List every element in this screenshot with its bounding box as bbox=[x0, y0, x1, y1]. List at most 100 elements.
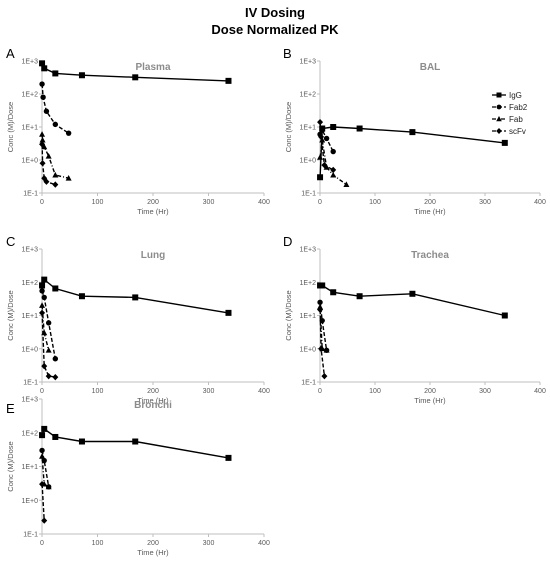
series-line-scfv bbox=[41, 312, 56, 378]
x-tick-label: 400 bbox=[534, 199, 546, 206]
data-point-fab bbox=[323, 347, 330, 353]
y-axis-label: Conc (M)/Dose bbox=[6, 102, 15, 152]
x-axis-label: Time (Hr) bbox=[414, 396, 446, 405]
panel-label: A bbox=[6, 46, 15, 61]
data-point-fab2 bbox=[65, 130, 72, 136]
data-point-scfv bbox=[318, 345, 325, 352]
y-tick-label: 1E+1 bbox=[21, 313, 38, 320]
data-point-igg bbox=[52, 433, 59, 440]
data-point-igg bbox=[132, 74, 139, 81]
y-tick-label: 1E+3 bbox=[21, 247, 38, 254]
data-point-fab2 bbox=[43, 108, 50, 114]
data-point-igg bbox=[409, 129, 416, 136]
data-point-igg bbox=[78, 72, 85, 79]
panel-label: D bbox=[283, 234, 292, 249]
y-tick-label: 1E-1 bbox=[23, 380, 38, 387]
data-point-igg bbox=[317, 174, 324, 181]
data-point-igg bbox=[39, 432, 46, 439]
data-point-fab bbox=[45, 153, 52, 159]
data-point-igg bbox=[225, 77, 232, 84]
x-axis-label: Time (Hr) bbox=[414, 207, 446, 216]
x-tick-label: 200 bbox=[147, 388, 159, 395]
x-tick-label: 300 bbox=[203, 388, 215, 395]
series-line-scfv bbox=[319, 122, 334, 171]
y-tick-label: 1E+0 bbox=[21, 346, 38, 353]
x-tick-label: 400 bbox=[258, 388, 270, 395]
y-tick-label: 1E+3 bbox=[299, 59, 316, 66]
data-point-fab bbox=[39, 453, 46, 459]
data-point-fab bbox=[39, 131, 46, 137]
data-point-igg bbox=[330, 124, 337, 130]
series-line-igg bbox=[320, 284, 505, 317]
data-point-igg bbox=[78, 438, 85, 445]
x-tick-label: 0 bbox=[318, 199, 322, 206]
x-tick-label: 0 bbox=[40, 540, 44, 547]
legend-marker-igg bbox=[496, 92, 502, 98]
data-point-igg bbox=[319, 282, 326, 289]
data-point-fab2 bbox=[52, 356, 59, 362]
x-tick-label: 200 bbox=[424, 199, 436, 206]
x-tick-label: 100 bbox=[369, 199, 381, 206]
x-tick-label: 400 bbox=[534, 388, 546, 395]
data-point-scfv bbox=[41, 517, 48, 524]
data-point-igg bbox=[41, 425, 48, 432]
data-point-scfv bbox=[41, 362, 48, 370]
data-point-igg bbox=[409, 290, 416, 297]
data-point-igg bbox=[356, 125, 363, 132]
y-tick-label: 1E+2 bbox=[299, 92, 316, 99]
data-point-fab bbox=[317, 154, 324, 160]
x-tick-label: 300 bbox=[203, 199, 215, 206]
series-line-fab bbox=[41, 134, 69, 179]
data-point-igg bbox=[330, 289, 337, 296]
y-tick-label: 1E+0 bbox=[299, 346, 316, 353]
x-tick-label: 100 bbox=[92, 199, 104, 206]
data-point-fab bbox=[330, 171, 337, 178]
x-tick-label: 100 bbox=[369, 388, 381, 395]
chart-panel-bronchi: E Bronchi 1E-1 1E+0 1E+1 1E+2 1E+3 0 100 200 300 40… bbox=[6, 397, 270, 558]
y-tick-label: 1E+3 bbox=[299, 247, 316, 254]
chart-panel-plasma: A Plasma 1E-1 1E+0 1E+1 1E+2 1E+3 0 100 200 300 400… bbox=[6, 46, 270, 216]
chart-panel-trachea: D Trachea 1E-1 1E+0 1E+1 1E+2 1E+3 0 100 200 300 40… bbox=[283, 234, 546, 405]
y-tick-label: 1E+1 bbox=[21, 125, 38, 132]
data-point-igg bbox=[225, 309, 232, 316]
legend-marker-scfv bbox=[496, 128, 502, 134]
data-point-fab2 bbox=[39, 288, 45, 294]
series-line-scfv bbox=[41, 484, 45, 521]
data-point-igg bbox=[225, 454, 232, 461]
data-point-fab bbox=[343, 181, 350, 187]
x-tick-label: 300 bbox=[479, 388, 491, 395]
series-line-fab2 bbox=[41, 290, 56, 359]
data-point-fab bbox=[39, 136, 46, 143]
y-axis-label: Conc (M)/Dose bbox=[284, 290, 293, 340]
data-point-fab2 bbox=[45, 320, 52, 326]
data-point-fab2 bbox=[52, 121, 59, 128]
x-tick-label: 0 bbox=[40, 388, 44, 395]
x-tick-label: 100 bbox=[92, 540, 104, 547]
y-tick-label: 1E+2 bbox=[21, 92, 38, 99]
y-tick-label: 1E+0 bbox=[21, 158, 38, 165]
x-tick-label: 200 bbox=[424, 388, 436, 395]
x-axis-label: Time (Hr) bbox=[137, 207, 169, 216]
x-tick-label: 300 bbox=[203, 540, 215, 547]
series-line-fab bbox=[319, 139, 347, 186]
data-point-fab2 bbox=[323, 135, 330, 142]
x-tick-label: 300 bbox=[479, 199, 491, 206]
y-axis-label: Conc (M)/Dose bbox=[6, 290, 15, 340]
x-tick-label: 0 bbox=[40, 199, 44, 206]
x-axis-label: Time (Hr) bbox=[137, 548, 169, 557]
data-point-fab bbox=[52, 171, 59, 178]
x-axis-label: Time (Hr) bbox=[137, 396, 169, 405]
data-point-fab2 bbox=[40, 94, 46, 100]
panel-label: E bbox=[6, 401, 15, 416]
y-tick-label: 1E+2 bbox=[21, 430, 38, 437]
data-point-igg bbox=[356, 293, 363, 300]
data-point-fab2 bbox=[317, 299, 323, 305]
data-point-igg bbox=[39, 60, 46, 67]
data-point-fab bbox=[45, 347, 52, 353]
data-point-igg bbox=[501, 139, 508, 146]
data-point-igg bbox=[132, 294, 139, 301]
data-point-scfv bbox=[321, 372, 328, 380]
